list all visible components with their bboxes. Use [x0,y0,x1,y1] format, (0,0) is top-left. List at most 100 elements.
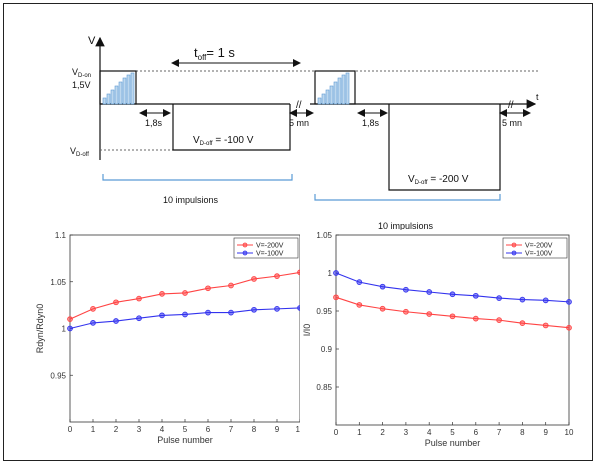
data-point [251,276,257,282]
data-point [274,273,280,279]
data-point [426,289,433,295]
data-point [90,306,96,312]
delay-label-1: 1,8s [145,118,163,128]
x-axis-label: Pulse number [157,435,213,445]
x-tick-label: 6 [474,428,479,437]
data-point [159,291,165,297]
data-point [182,290,188,296]
t-axis-label: t [536,92,539,102]
data-point [496,317,502,323]
timing-diagram: V t VD-on 1,5V VD-off 1,8s VD-off = -100… [70,35,539,230]
pulse-group-2-bars [317,72,350,105]
y-tick-label: 1.05 [50,278,66,287]
x-tick-label: 0 [68,425,73,434]
data-point [251,306,257,313]
vd-on-value: 1,5V [72,80,91,90]
bracket-group-1 [102,174,293,181]
x-tick-label: 1 [91,425,96,434]
y-axis-label: Rdyn/Rdyn0 [35,304,45,354]
data-point [542,322,549,329]
data-point [136,295,142,302]
x-tick-label: 8 [252,425,257,434]
legend-label: V=-200V [256,243,284,250]
y-tick-label: 1 [328,269,333,278]
x-tick-label: 6 [206,425,211,434]
data-point [472,315,479,322]
data-point [379,305,386,312]
chart-rdyn: 0 1 2 3 4 5 6 7 8 9 10 0.95 1 1.05 1.1 Pulse number Rdyn… [35,231,300,445]
x-tick-label: 10 [296,425,300,434]
data-point [449,313,456,320]
break-mark-1: // [296,100,302,111]
x-tick-label: 4 [160,425,165,434]
data-point [403,308,409,315]
data-point [274,306,280,312]
data-point [356,279,363,285]
x-tick-label: 1 [357,428,362,437]
data-point [519,296,526,303]
data-point [136,315,142,322]
caption-group-1: 10 impulsions [163,195,219,205]
delay-label-2: 1,8s [362,118,380,128]
legend-marker [242,250,248,256]
data-point [333,294,339,301]
y-tick-label: 0.85 [316,383,332,392]
data-point [297,305,300,311]
y-axis-label: I/I0 [302,324,312,337]
data-point [496,295,502,301]
break-mark-2: // [508,100,514,111]
data-point [542,297,549,304]
vd-on-label: VD-on [72,67,91,79]
data-point [205,285,211,292]
y-tick-label: 0.95 [50,371,66,380]
x-tick-label: 2 [114,425,119,434]
data-point [566,324,572,331]
data-point [356,302,363,308]
x-tick-label: 7 [497,428,502,437]
x-tick-label: 9 [275,425,280,434]
data-point [67,316,73,323]
x-tick-label: 4 [427,428,432,437]
data-point [159,312,165,319]
legend-label: V=-100V [256,251,284,258]
y-tick-label: 1.05 [316,231,332,240]
data-point [182,311,188,318]
data-point [449,291,456,298]
y-tick-label: 0.9 [321,345,333,354]
data-point [472,292,479,299]
y-tick-label: 1.1 [55,231,67,240]
data-point [228,309,234,316]
x-tick-label: 7 [229,425,234,434]
x-tick-label: 8 [520,428,525,437]
pulse-100v-label: VD-off = -100 V [193,135,254,147]
data-point [67,325,73,332]
t-off-label: toff= 1 s [194,45,235,62]
data-point [333,270,339,276]
v-axis-label: V [88,35,96,47]
data-point [379,283,386,290]
data-point [113,299,119,306]
data-point [228,282,234,289]
pulse-200v-label: VD-off = -200 V [408,174,469,186]
data-point [403,286,409,293]
x-tick-label: 9 [543,428,548,437]
gap-label-2: 5 mn [502,118,522,128]
caption-group-2: 10 impulsions [378,221,434,230]
gap-label-1: 5 mn [289,118,309,128]
legend-marker [511,242,517,248]
legend-marker [511,250,517,256]
x-tick-label: 5 [183,425,188,434]
data-point [205,309,211,316]
x-tick-label: 5 [450,428,455,437]
y-tick-label: 0.95 [316,307,332,316]
data-point [426,311,433,317]
legend-marker [242,242,248,248]
legend-label: V=-200V [525,243,553,250]
legend-label: V=-100V [525,251,553,258]
data-point [113,318,119,324]
x-tick-label: 2 [380,428,385,437]
x-axis-label: Pulse number [425,438,481,448]
data-point [519,320,526,327]
pulse-group-1-bars [102,72,135,105]
y-tick-label: 1 [62,325,67,334]
